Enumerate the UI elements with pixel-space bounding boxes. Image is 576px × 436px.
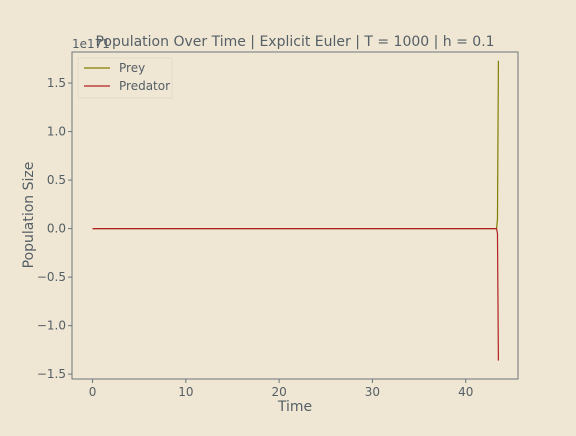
x-tick-label: 20 <box>271 385 286 399</box>
y-tick-label: 1.5 <box>47 76 66 90</box>
legend-label-predator: Predator <box>119 79 170 93</box>
y-tick-label: −0.5 <box>37 270 66 284</box>
plot-area <box>71 51 519 380</box>
y-tick-label: −1.5 <box>37 367 66 381</box>
x-tick-label: 30 <box>365 385 380 399</box>
y-axis-label: Population Size <box>21 162 37 269</box>
x-axis-ticks: 0 10 20 30 40 <box>89 379 473 399</box>
y-offset-text: 1e171 <box>72 37 110 51</box>
y-tick-label: 0.5 <box>47 173 66 187</box>
legend-box <box>77 57 173 99</box>
x-tick-label: 40 <box>458 385 473 399</box>
x-tick-label: 10 <box>178 385 193 399</box>
legend-label-prey: Prey <box>119 61 145 75</box>
y-axis-ticks: 1.5 1.0 0.5 0.0 −0.5 −1.0 −1.5 <box>37 76 72 381</box>
x-axis-label: Time <box>277 399 312 415</box>
y-tick-label: 0.0 <box>47 222 66 236</box>
x-tick-label: 0 <box>89 385 97 399</box>
y-tick-label: −1.0 <box>37 319 66 333</box>
y-tick-label: 1.0 <box>47 125 66 139</box>
series-line-predator <box>92 228 500 361</box>
legend: Prey Predator <box>77 57 173 99</box>
series-lines <box>92 60 500 361</box>
chart-title: Population Over Time | Explicit Euler | … <box>95 34 494 50</box>
